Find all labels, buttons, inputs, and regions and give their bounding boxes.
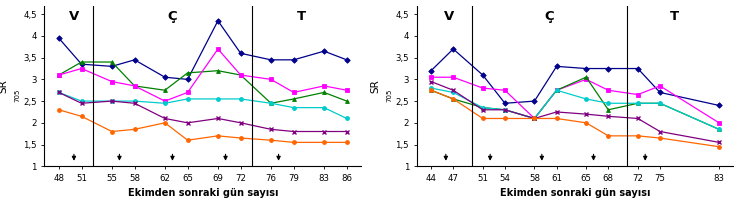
X-axis label: Ekimden sonraki gün sayısı: Ekimden sonraki gün sayısı [500, 188, 650, 198]
Text: SR: SR [370, 79, 381, 93]
Text: T: T [297, 10, 306, 23]
Text: V: V [69, 10, 79, 23]
Text: V: V [444, 10, 454, 23]
Text: 705: 705 [15, 89, 21, 102]
X-axis label: Ekimden sonraki gün sayısı: Ekimden sonraki gün sayısı [128, 188, 278, 198]
Text: 705: 705 [386, 89, 392, 102]
Text: Ç: Ç [545, 10, 554, 23]
Text: T: T [670, 10, 679, 23]
Text: SR: SR [0, 79, 8, 93]
Text: Ç: Ç [168, 10, 177, 23]
